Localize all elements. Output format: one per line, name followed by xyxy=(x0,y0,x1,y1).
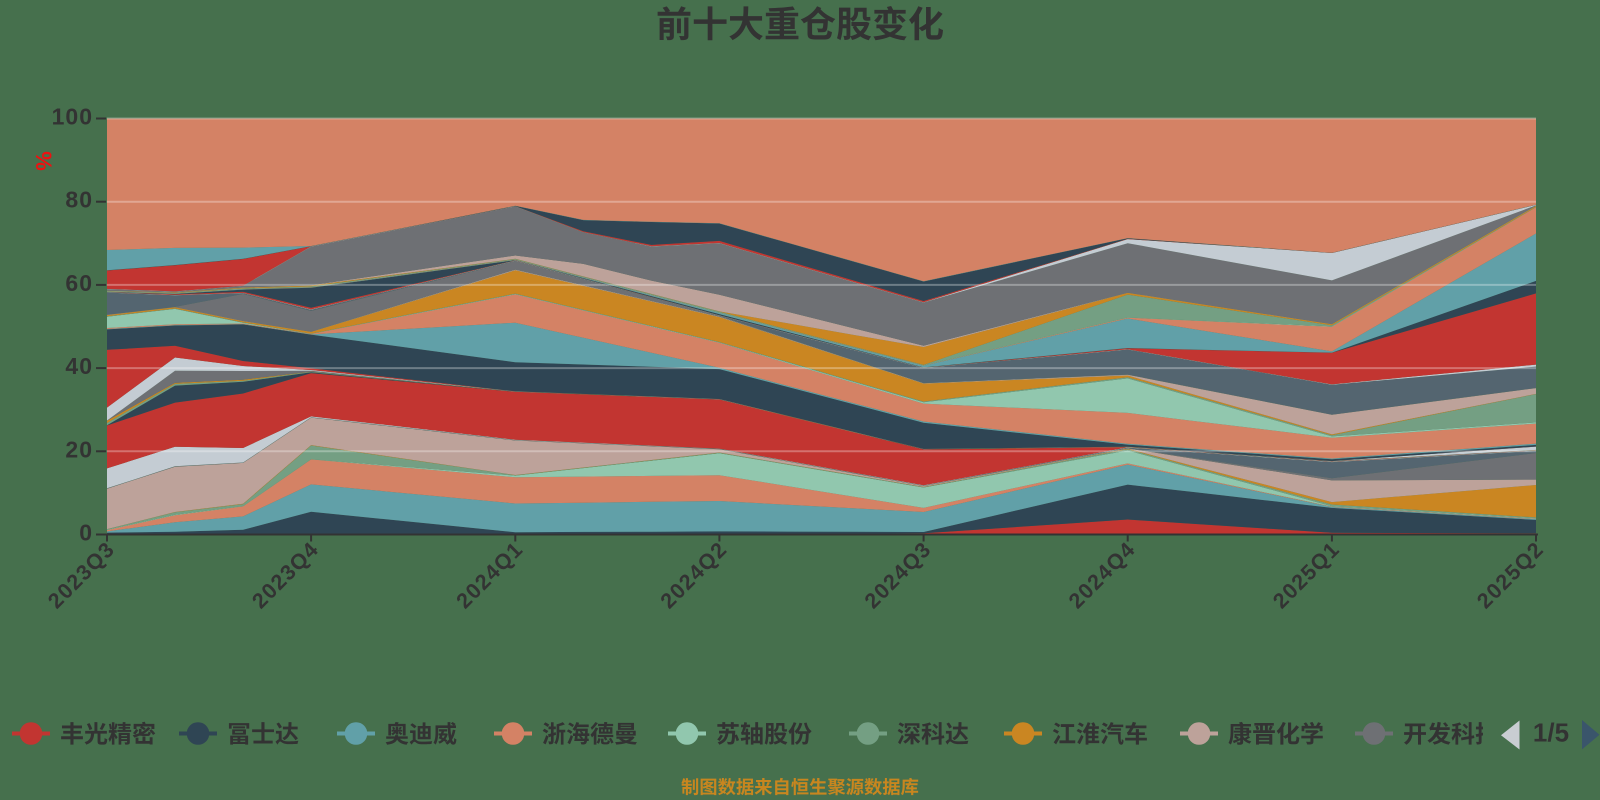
svg-text:100: 100 xyxy=(52,104,93,130)
svg-text:0: 0 xyxy=(79,520,93,546)
svg-text:1/5: 1/5 xyxy=(1533,718,1569,748)
svg-text:2024Q1: 2024Q1 xyxy=(452,537,528,613)
svg-text:2024Q3: 2024Q3 xyxy=(860,537,936,613)
svg-text:80: 80 xyxy=(65,187,93,213)
svg-text:2025Q2: 2025Q2 xyxy=(1472,537,1548,613)
svg-text:2023Q3: 2023Q3 xyxy=(43,537,119,613)
svg-text:2024Q4: 2024Q4 xyxy=(1064,537,1140,613)
svg-text:2024Q2: 2024Q2 xyxy=(656,537,732,613)
svg-text:%: % xyxy=(31,151,56,171)
svg-text:2023Q4: 2023Q4 xyxy=(247,537,323,613)
svg-text:40: 40 xyxy=(65,353,93,379)
svg-text:2025Q1: 2025Q1 xyxy=(1268,537,1344,613)
svg-text:60: 60 xyxy=(65,270,93,296)
svg-text:20: 20 xyxy=(65,436,93,462)
